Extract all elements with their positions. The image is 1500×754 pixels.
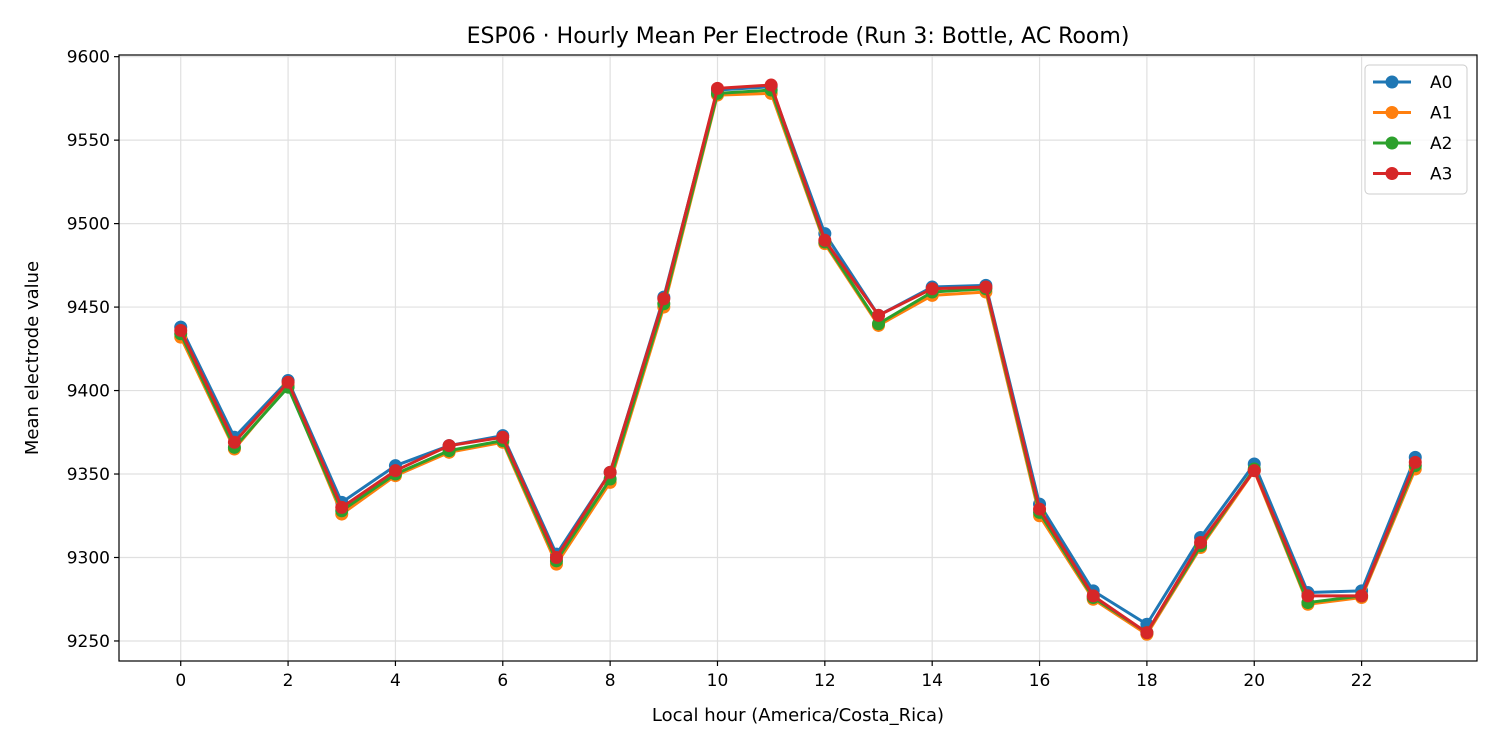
data-point-A3 [979,280,993,294]
x-tick-label: 16 [1029,671,1051,691]
series-A3 [174,78,1422,640]
y-tick-label: 9500 [67,215,110,235]
y-tick-label: 9600 [67,48,110,68]
legend-label-A1: A1 [1430,104,1452,124]
legend-marker-A1 [1385,106,1399,119]
data-point-A3 [1140,626,1154,640]
data-point-A3 [281,375,295,389]
legend-marker-A2 [1385,136,1399,150]
x-tick-label: 0 [175,671,186,691]
legend-marker-A3 [1385,167,1399,180]
legend-label-A2: A2 [1430,134,1452,154]
data-point-A3 [603,465,617,479]
data-point-A3 [1194,535,1208,549]
data-point-A3 [174,323,188,337]
y-tick-label: 9300 [67,548,110,568]
x-axis: 0 2 4 6 8 10 12 14 16 18 20 22 [175,661,1372,691]
data-point-A3 [549,550,563,564]
chart-title: ESP06 · Hourly Mean Per Electrode (Run 3… [467,24,1130,49]
y-axis: 9250 9300 9350 9400 9450 9500 9550 9600 [67,48,119,652]
legend-box [1364,64,1468,195]
y-tick-label: 9550 [67,131,110,151]
data-point-A3 [388,464,402,478]
data-point-A3 [710,81,724,95]
data-point-A3 [442,439,456,453]
y-tick-label: 9250 [67,632,110,652]
data-point-A3 [1086,589,1100,603]
x-tick-label: 18 [1136,671,1158,691]
x-tick-label: 8 [605,671,616,691]
data-point-A3 [496,430,510,444]
legend-label-A3: A3 [1430,165,1452,185]
x-tick-label: 20 [1243,671,1265,691]
data-point-A3 [925,282,939,296]
legend: A0 A1 A2 A3 [1364,64,1468,195]
data-point-A3 [1247,464,1261,478]
x-tick-label: 14 [921,671,943,691]
x-tick-label: 10 [707,671,729,691]
data-point-A3 [1033,502,1047,516]
x-tick-label: 22 [1351,671,1373,691]
series-line-A3 [179,83,1417,635]
grid [119,55,1477,661]
data-point-A3 [1408,455,1422,469]
data-point-A3 [227,435,241,449]
series-group [174,78,1422,641]
data-point-A3 [872,308,886,322]
data-point-A3 [818,233,832,247]
y-axis-label: Mean electrode value [22,261,43,455]
x-tick-label: 2 [283,671,294,691]
series-line-A1 [179,91,1417,636]
y-tick-label: 9450 [67,298,110,318]
legend-marker-A0 [1385,75,1399,89]
data-point-A3 [335,500,349,514]
x-axis-label: Local hour (America/Costa_Rica) [652,705,944,726]
data-point-A3 [764,78,778,92]
data-point-A3 [1301,589,1315,603]
x-tick-label: 12 [814,671,836,691]
x-tick-label: 6 [497,671,508,691]
x-tick-label: 4 [390,671,401,691]
y-tick-label: 9350 [67,465,110,485]
plot-frame [118,54,1478,662]
data-point-A3 [1355,589,1369,603]
data-point-A3 [657,292,671,306]
legend-label-A0: A0 [1430,73,1452,93]
y-tick-label: 9400 [67,382,110,402]
